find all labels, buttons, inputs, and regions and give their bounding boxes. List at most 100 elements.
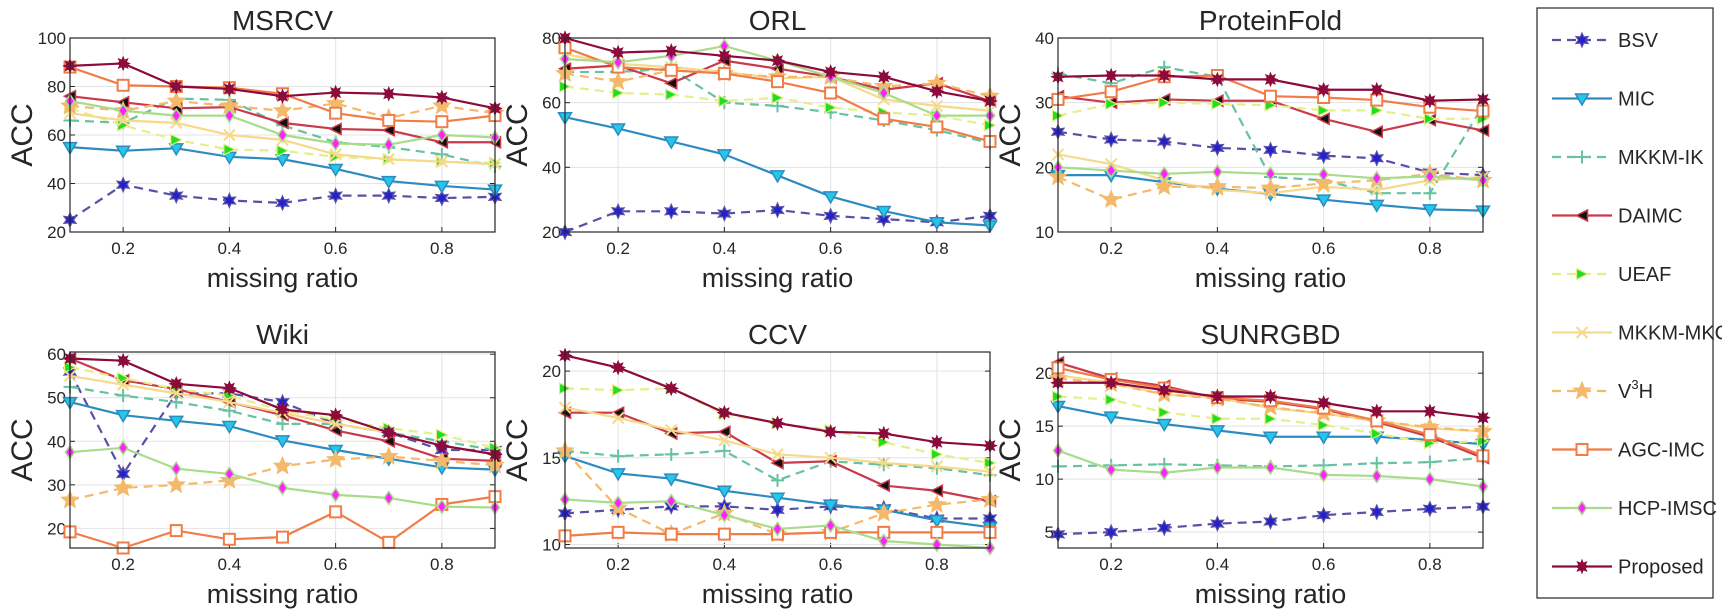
x-tick-label: 0.2 [111, 239, 135, 258]
data-point [329, 148, 342, 161]
data-point [664, 447, 678, 461]
data-point [1158, 96, 1172, 110]
data-point [1209, 71, 1226, 88]
data-point [771, 75, 784, 89]
data-point [380, 175, 397, 190]
y-tick-label: 50 [47, 389, 66, 408]
legend-label-after: H [1639, 381, 1653, 403]
data-point [610, 359, 626, 376]
series-ueaf [1051, 96, 1490, 126]
data-point [1315, 395, 1332, 411]
data-point [434, 89, 450, 106]
legend-marker [1574, 93, 1590, 107]
data-point [1105, 162, 1117, 179]
data-point [117, 440, 129, 456]
data-point [929, 484, 944, 498]
data-point [432, 450, 452, 470]
x-tick-label: 0.2 [1099, 555, 1123, 574]
data-point [1158, 405, 1172, 419]
data-point [1423, 428, 1437, 442]
data-point [1101, 189, 1121, 209]
data-point [663, 473, 680, 487]
data-point [221, 81, 238, 97]
data-point [1158, 165, 1170, 182]
data-point [329, 106, 343, 120]
data-point [1262, 388, 1279, 405]
legend-item-v: V3H [1552, 377, 1653, 403]
y-tick-label: 80 [542, 29, 561, 48]
data-point [329, 417, 342, 431]
data-point [170, 387, 183, 400]
data-point [1369, 125, 1383, 139]
legend-marker [1574, 558, 1590, 575]
y-axis-label: ACC [994, 418, 1027, 481]
data-point [170, 107, 182, 124]
series-line [564, 387, 991, 465]
axes-frame [1057, 351, 1484, 549]
data-point [1370, 456, 1384, 470]
subplot-msrcv: 0.2 0.4 0.6 0.8 20 40 60 80 100 MSRCV missing rati… [6, 5, 505, 293]
data-point [170, 460, 182, 477]
y-tick-label: 10 [542, 536, 561, 555]
legend-item-ueaf: UEAF [1552, 264, 1671, 286]
data-point [1210, 139, 1225, 157]
data-point [434, 189, 450, 207]
x-axis-label: missing ratio [1195, 263, 1347, 293]
legend-label-text: V [1618, 381, 1632, 403]
data-point [822, 423, 839, 440]
data-point [166, 474, 187, 494]
x-tick-label: 0.2 [606, 555, 630, 574]
legend-label-text: DAIMC [1618, 206, 1682, 228]
data-point [221, 420, 238, 435]
x-tick-label: 0.2 [111, 555, 135, 574]
data-point [115, 352, 131, 369]
y-tick-label: 20 [1035, 158, 1054, 177]
data-point [771, 91, 785, 105]
y-tick-label: 60 [542, 94, 561, 113]
data-point [272, 100, 293, 120]
legend-label-text: AGC-IMC [1618, 440, 1705, 462]
data-point [717, 67, 731, 81]
series-mic [557, 111, 998, 234]
x-axis-label: missing ratio [1195, 579, 1347, 609]
data-point [716, 47, 733, 64]
data-point [771, 448, 784, 461]
subplot-proteinfold: 0.2 0.4 0.6 0.8 10 20 30 40 ProteinFold missing r… [994, 5, 1493, 293]
data-point [277, 480, 288, 496]
data-point [825, 517, 837, 534]
plot-area [1058, 38, 1483, 232]
x-tick-label: 0.6 [1312, 239, 1336, 258]
data-point [1263, 513, 1278, 531]
data-point [383, 136, 395, 153]
data-point [1262, 71, 1279, 88]
data-point [1263, 141, 1278, 159]
legend-item-hcp-imsc: HCP-IMSC [1552, 498, 1717, 520]
x-tick-label: 0.4 [1206, 555, 1230, 574]
y-tick-label: 20 [542, 223, 561, 242]
data-point [1209, 425, 1226, 439]
legend-label-text: Proposed [1618, 557, 1704, 579]
data-point [222, 404, 236, 418]
legend-label-text: MKKM-MKC [1618, 323, 1722, 345]
subplot-title: ORL [749, 5, 807, 36]
y-axis-label: ACC [501, 418, 534, 481]
data-point [875, 425, 892, 442]
legend-label-text: BSV [1618, 30, 1659, 52]
y-tick-label: 5 [1045, 523, 1054, 542]
data-point [380, 424, 397, 441]
y-tick-label: 10 [1035, 470, 1054, 489]
data-point [663, 380, 680, 397]
series-bsv [1050, 123, 1491, 184]
x-tick-label: 0.4 [713, 555, 737, 574]
data-point [1424, 471, 1436, 487]
data-point [221, 380, 238, 396]
series-v3h [60, 446, 505, 509]
axes-frame [1057, 37, 1484, 233]
data-point [1265, 165, 1276, 182]
data-point [1317, 103, 1331, 117]
data-point [168, 143, 185, 157]
data-point [823, 207, 838, 225]
x-tick-label: 0.6 [819, 239, 843, 258]
